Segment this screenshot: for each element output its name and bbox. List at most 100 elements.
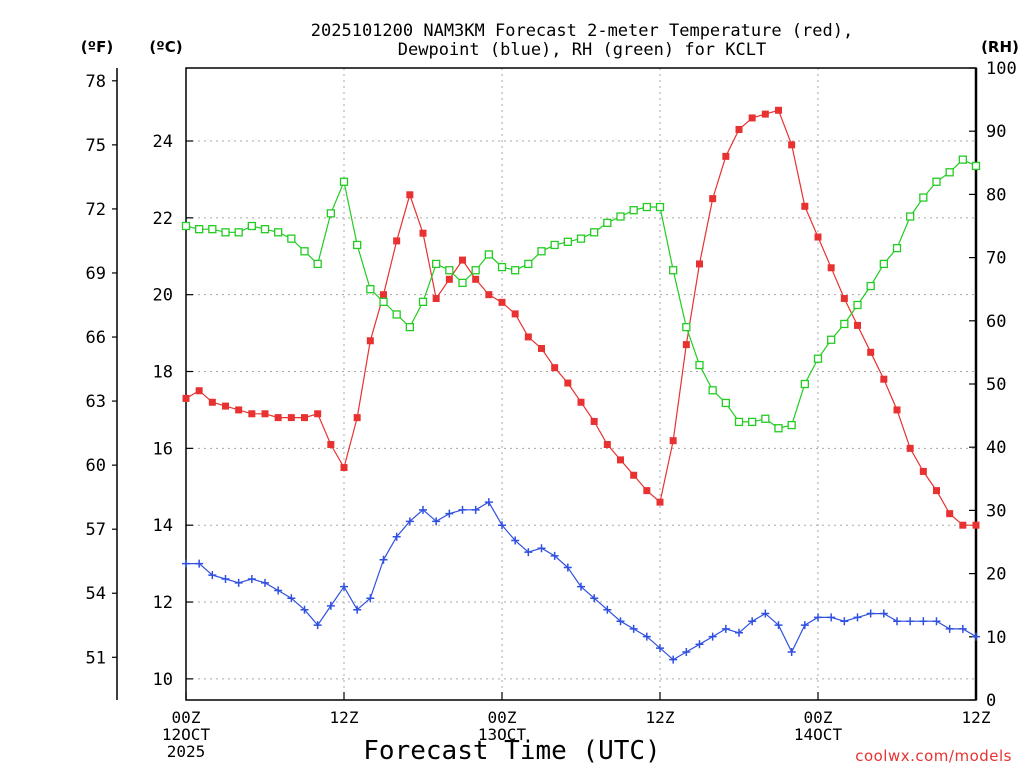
data-point — [405, 517, 414, 526]
data-point — [761, 414, 770, 423]
data-point — [235, 406, 243, 414]
data-point — [800, 621, 809, 630]
data-point — [761, 110, 769, 118]
data-point — [274, 414, 282, 422]
data-point — [366, 285, 375, 294]
data-point — [405, 322, 414, 332]
data-point — [617, 456, 624, 464]
data-point — [787, 647, 796, 656]
data-point — [669, 437, 677, 445]
data-point — [419, 505, 427, 514]
data-point — [748, 617, 757, 626]
data-point — [603, 218, 612, 227]
fahrenheit-axis: 51 54 57 60 63 66 69 72 75 78 — [86, 72, 117, 668]
fahrenheit-tick-label: 63 — [86, 392, 106, 412]
rh-tick-label: 30 — [986, 501, 1006, 521]
time-tick-label: 12OCT — [162, 725, 211, 744]
data-point — [497, 262, 507, 272]
data-point — [827, 264, 835, 272]
data-point — [485, 291, 493, 299]
data-point — [945, 624, 954, 633]
data-point — [669, 655, 678, 664]
time-tick-label: 12Z — [330, 708, 359, 727]
data-point — [629, 206, 638, 215]
data-point — [774, 621, 783, 630]
data-point — [563, 237, 572, 246]
fahrenheit-tick-label: 75 — [86, 136, 106, 156]
series-line — [185, 109, 976, 526]
rh-tick-label: 60 — [986, 312, 1006, 332]
data-point — [419, 229, 427, 237]
celsius-unit-label: (ºC) — [149, 38, 182, 56]
data-point — [221, 574, 230, 583]
data-point — [866, 281, 875, 291]
data-point — [603, 441, 611, 449]
data-point — [774, 424, 783, 433]
data-point — [642, 202, 651, 212]
data-point — [879, 259, 888, 269]
data-point — [234, 228, 243, 237]
fahrenheit-tick-label: 51 — [86, 648, 106, 668]
data-point — [748, 114, 756, 122]
rh-tick-label: 20 — [986, 565, 1006, 585]
data-point — [853, 300, 862, 310]
data-point — [840, 295, 848, 303]
fahrenheit-tick-label: 78 — [86, 72, 106, 92]
data-point — [366, 337, 374, 345]
data-point — [880, 375, 888, 383]
data-point — [459, 256, 466, 264]
data-point — [814, 233, 822, 241]
data-point — [248, 410, 256, 418]
time-tick-label: 00Z — [172, 708, 201, 727]
data-point — [563, 563, 572, 572]
data-point — [761, 609, 770, 618]
credit-text: coolwx.com/models — [855, 747, 1012, 765]
data-point — [972, 632, 980, 641]
data-point — [247, 574, 256, 583]
data-point — [471, 266, 480, 275]
data-point — [511, 266, 520, 275]
rh-tick-label: 50 — [986, 375, 1006, 395]
data-point — [603, 605, 612, 614]
data-point — [945, 168, 954, 177]
data-point — [682, 322, 691, 332]
data-point — [800, 379, 809, 389]
time-tick-label: 12Z — [646, 708, 675, 727]
data-point — [958, 155, 967, 164]
celsius-axis: 10 12 14 16 18 20 22 24 — [153, 132, 193, 690]
rh-tick-label: 80 — [986, 185, 1006, 205]
data-point — [182, 559, 190, 568]
data-point — [274, 586, 283, 595]
data-point — [958, 624, 967, 633]
data-point — [195, 559, 204, 568]
data-point — [814, 613, 822, 622]
data-point — [261, 410, 269, 418]
data-point — [432, 295, 440, 303]
data-point — [550, 240, 559, 250]
data-point — [695, 640, 704, 649]
series-line — [186, 501, 977, 661]
data-point — [853, 613, 862, 622]
data-point — [445, 509, 454, 518]
data-point — [919, 617, 928, 626]
rh-tick-label: 0 — [986, 691, 996, 711]
time-tick-label: 13OCT — [478, 725, 527, 744]
data-point — [722, 152, 730, 160]
data-point — [326, 209, 335, 218]
fahrenheit-tick-label: 57 — [86, 520, 106, 540]
data-point — [340, 582, 348, 591]
data-point — [972, 521, 980, 529]
data-point — [379, 555, 388, 564]
series-dewpoint — [182, 498, 980, 664]
fahrenheit-tick-label: 54 — [86, 584, 106, 604]
data-point — [406, 191, 414, 199]
celsius-tick-label: 24 — [153, 132, 173, 152]
fahrenheit-tick-label: 72 — [86, 200, 106, 220]
data-point — [498, 298, 506, 306]
celsius-tick-label: 10 — [153, 670, 173, 690]
data-point — [379, 297, 388, 306]
data-point — [576, 234, 586, 243]
series-layer — [181, 106, 981, 664]
data-point — [458, 278, 467, 288]
